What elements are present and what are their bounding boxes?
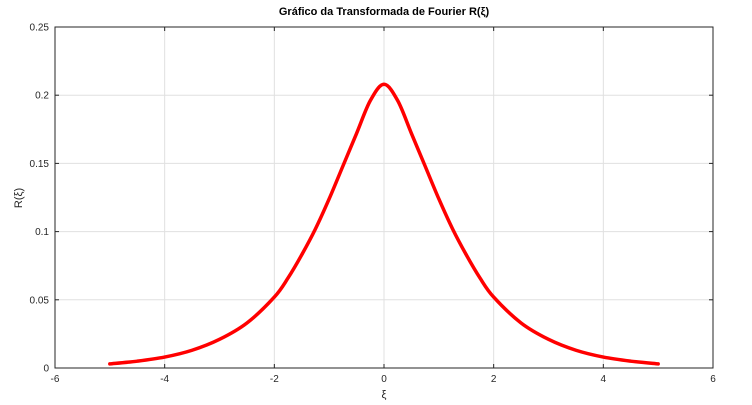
axis-ticks: -6 -4 -2 0 2 4 6 0 0.05 0.1 0.15 0.2 0.25 (30, 23, 717, 386)
y-tick-label: 0.15 (30, 159, 50, 170)
x-tick-label: 4 (601, 374, 607, 385)
y-tick-label: 0.05 (30, 295, 50, 306)
y-tick-label: 0.25 (30, 23, 50, 34)
x-axis-label: ξ (382, 389, 387, 401)
y-tick-label: 0.1 (35, 227, 49, 238)
x-tick-label: -4 (160, 374, 169, 385)
series-line (108, 82, 660, 366)
chart-title: Gráfico da Transformada de Fourier R(ξ) (279, 6, 490, 18)
x-tick-label: -2 (270, 374, 279, 385)
y-tick-label: 0 (43, 364, 49, 375)
series-layer (108, 82, 660, 366)
x-tick-label: 0 (381, 374, 387, 385)
x-tick-label: -6 (51, 374, 60, 385)
y-axis-label: R(ξ) (13, 188, 25, 208)
y-tick-label: 0.2 (35, 91, 49, 102)
x-tick-label: 6 (710, 374, 716, 385)
x-tick-label: 2 (491, 374, 497, 385)
